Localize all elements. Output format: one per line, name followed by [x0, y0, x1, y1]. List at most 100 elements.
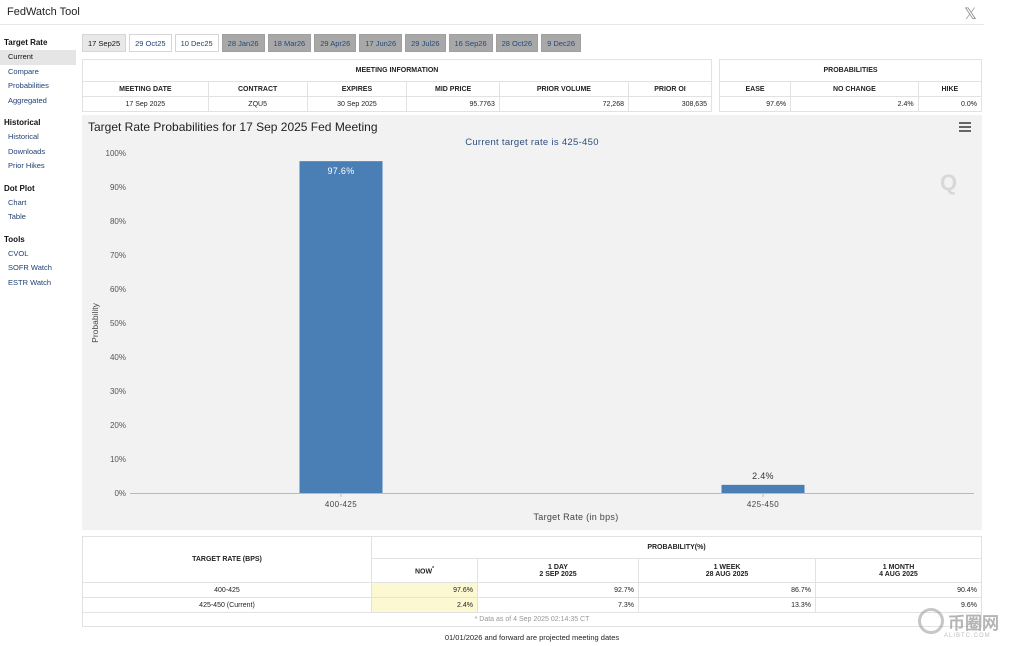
value-cell: 86.7% [638, 582, 816, 598]
y-tick-label: 70% [110, 251, 126, 260]
y-tick-label: 0% [114, 489, 126, 498]
y-tick-label: 20% [110, 421, 126, 430]
y-tick-label: 80% [110, 217, 126, 226]
column-header: EASE [718, 81, 792, 97]
projected-dates-note: 01/01/2026 and forward are projected mee… [444, 633, 620, 642]
tab-meeting-date[interactable]: 28 Jan26 [221, 34, 265, 52]
value-cell: 97.6% [371, 582, 478, 598]
column-header: HIKE [917, 81, 983, 97]
tab-meeting-date[interactable]: 17 Jun26 [359, 34, 403, 52]
prior-oi-value: 308,635 [628, 96, 712, 112]
watermark-text: 币圈网 [948, 613, 999, 634]
sidebar-item-downloads[interactable]: Downloads [8, 146, 46, 156]
column-header: PRIOR OI [628, 81, 712, 97]
hamburger-menu-icon[interactable] [959, 122, 971, 132]
tab-meeting-date[interactable]: 10 Dec25 [174, 34, 219, 52]
value-cell: 13.3% [638, 597, 816, 613]
sidebar-section-target-rate: Target Rate [4, 38, 48, 47]
y-tick-label: 60% [110, 285, 126, 294]
chart-panel: Target Rate Probabilities for 17 Sep 202… [82, 115, 982, 530]
rate-cell: 425-450 (Current) [82, 597, 372, 613]
watermark-subtext: ALIBTC.COM [944, 633, 991, 639]
watermark-logo-icon [918, 608, 944, 634]
tab-meeting-date[interactable]: 18 Mar26 [267, 34, 312, 52]
data-label: 2.4% [752, 471, 774, 481]
sidebar-item-estr-watch[interactable]: ESTR Watch [8, 277, 52, 287]
watermark: 币圈网 ALIBTC.COM [918, 608, 999, 639]
probabilities-summary-table: PROBABILITIES EASE NO CHANGE HIKE 97.6% … [718, 59, 983, 112]
x-tick-label: 425-450 [747, 500, 779, 509]
hike-value: 0.0% [917, 96, 983, 112]
column-header-1-week: 1 WEEK 28 AUG 2025 [638, 558, 816, 583]
table-row: 425-450 (Current) 2.4% 7.3% 13.3% 9.6% [82, 597, 982, 613]
chart-subtitle: Current target rate is 425-450 [465, 137, 599, 148]
meeting-date-value: 17 Sep 2025 [82, 96, 209, 112]
column-header: MID PRICE [406, 81, 500, 97]
column-header-1-day: 1 DAY 2 SEP 2025 [477, 558, 639, 583]
mid-price-value: 95.7763 [406, 96, 500, 112]
quikstrike-logo-icon: Q [940, 170, 958, 195]
table-row: 400-425 97.6% 92.7% 86.7% 90.4% [82, 582, 982, 598]
column-header: CONTRACT [207, 81, 308, 97]
probability-table: TARGET RATE (BPS) PROBABILITY(%) NOW* 1 … [82, 536, 982, 627]
bar [299, 161, 383, 493]
sidebar-item-current[interactable]: Current [0, 50, 76, 65]
sidebar-item-cvol[interactable]: CVOL [8, 248, 29, 258]
tab-meeting-date[interactable]: 16 Sep26 [448, 34, 493, 52]
sidebar-nav: Target Rate Current Compare Probabilitie… [0, 36, 76, 290]
column-header-now: NOW* [371, 558, 478, 583]
meeting-info-table: MEETING INFORMATION MEETING DATE CONTRAC… [82, 59, 712, 112]
value-cell: 90.4% [815, 582, 982, 598]
probability-bar-chart: 0% 10% 20% 30% 40% 50% 60% 70% 80% 90% 100% 400-425… [90, 149, 974, 522]
y-tick-label: 30% [110, 387, 126, 396]
value-cell: 2.4% [371, 597, 478, 613]
meeting-date-tabs: 17 Sep25 29 Oct25 10 Dec25 28 Jan26 18 M… [82, 34, 581, 52]
target-rate-header: TARGET RATE (BPS) [82, 536, 372, 583]
x-logo-icon[interactable]: 𝕏 [964, 4, 977, 23]
tab-meeting-date[interactable]: 29 Oct25 [129, 34, 172, 52]
value-cell: 7.3% [477, 597, 639, 613]
sidebar-item-historical[interactable]: Historical [8, 132, 39, 141]
rate-cell: 400-425 [82, 582, 372, 598]
sidebar-item-chart[interactable]: Chart [8, 197, 27, 207]
data-label: 97.6% [327, 166, 354, 176]
x-tick-label: 400-425 [325, 500, 357, 509]
ease-value: 97.6% [718, 96, 792, 112]
prior-volume-value: 72,268 [498, 96, 630, 112]
value-cell: 92.7% [477, 582, 639, 598]
y-axis-title: Probability [90, 302, 100, 342]
column-header: MEETING DATE [82, 81, 209, 97]
x-axis-title: Target Rate (in bps) [533, 512, 618, 522]
sidebar-item-aggregated[interactable]: Aggregated [8, 95, 47, 105]
tab-meeting-date[interactable]: 29 Apr26 [314, 34, 357, 52]
probability-table-wrap: TARGET RATE (BPS) PROBABILITY(%) NOW* 1 … [82, 536, 982, 627]
sidebar-section-historical: Historical [4, 118, 41, 127]
column-header-1-month: 1 MONTH 4 AUG 2025 [815, 558, 982, 583]
sidebar-item-sofr-watch[interactable]: SOFR Watch [8, 263, 52, 272]
meeting-info-title: MEETING INFORMATION [82, 59, 712, 82]
probabilities-title: PROBABILITIES [719, 59, 982, 82]
sidebar-item-table[interactable]: Table [8, 212, 26, 221]
tab-meeting-date[interactable]: 28 Oct26 [495, 34, 539, 52]
sidebar-item-prior-hikes[interactable]: Prior Hikes [8, 161, 45, 170]
sidebar-item-compare[interactable]: Compare [8, 66, 39, 76]
expires-value: 30 Sep 2025 [306, 96, 408, 112]
tab-meeting-date[interactable]: 9 Dec26 [541, 34, 581, 52]
y-tick-label: 40% [110, 353, 126, 362]
chart-title: Target Rate Probabilities for 17 Sep 202… [88, 120, 378, 134]
sidebar-section-tools: Tools [4, 234, 25, 244]
column-header: NO CHANGE [790, 81, 919, 97]
y-tick-label: 100% [106, 149, 126, 158]
tab-meeting-date[interactable]: 29 Jul26 [405, 34, 446, 52]
y-tick-label: 50% [110, 319, 126, 328]
y-tick-label: 90% [110, 183, 126, 192]
tab-meeting-date[interactable]: 17 Sep25 [82, 34, 127, 52]
app-title: FedWatch Tool [7, 6, 80, 18]
column-header: EXPIRES [306, 81, 408, 97]
header-divider [0, 24, 984, 25]
column-header: PRIOR VOLUME [498, 81, 630, 97]
probability-group-header: PROBABILITY(%) [371, 536, 982, 559]
y-tick-label: 10% [110, 455, 126, 464]
sidebar-item-probabilities[interactable]: Probabilities [8, 81, 49, 90]
sidebar-section-dot-plot: Dot Plot [4, 183, 35, 193]
